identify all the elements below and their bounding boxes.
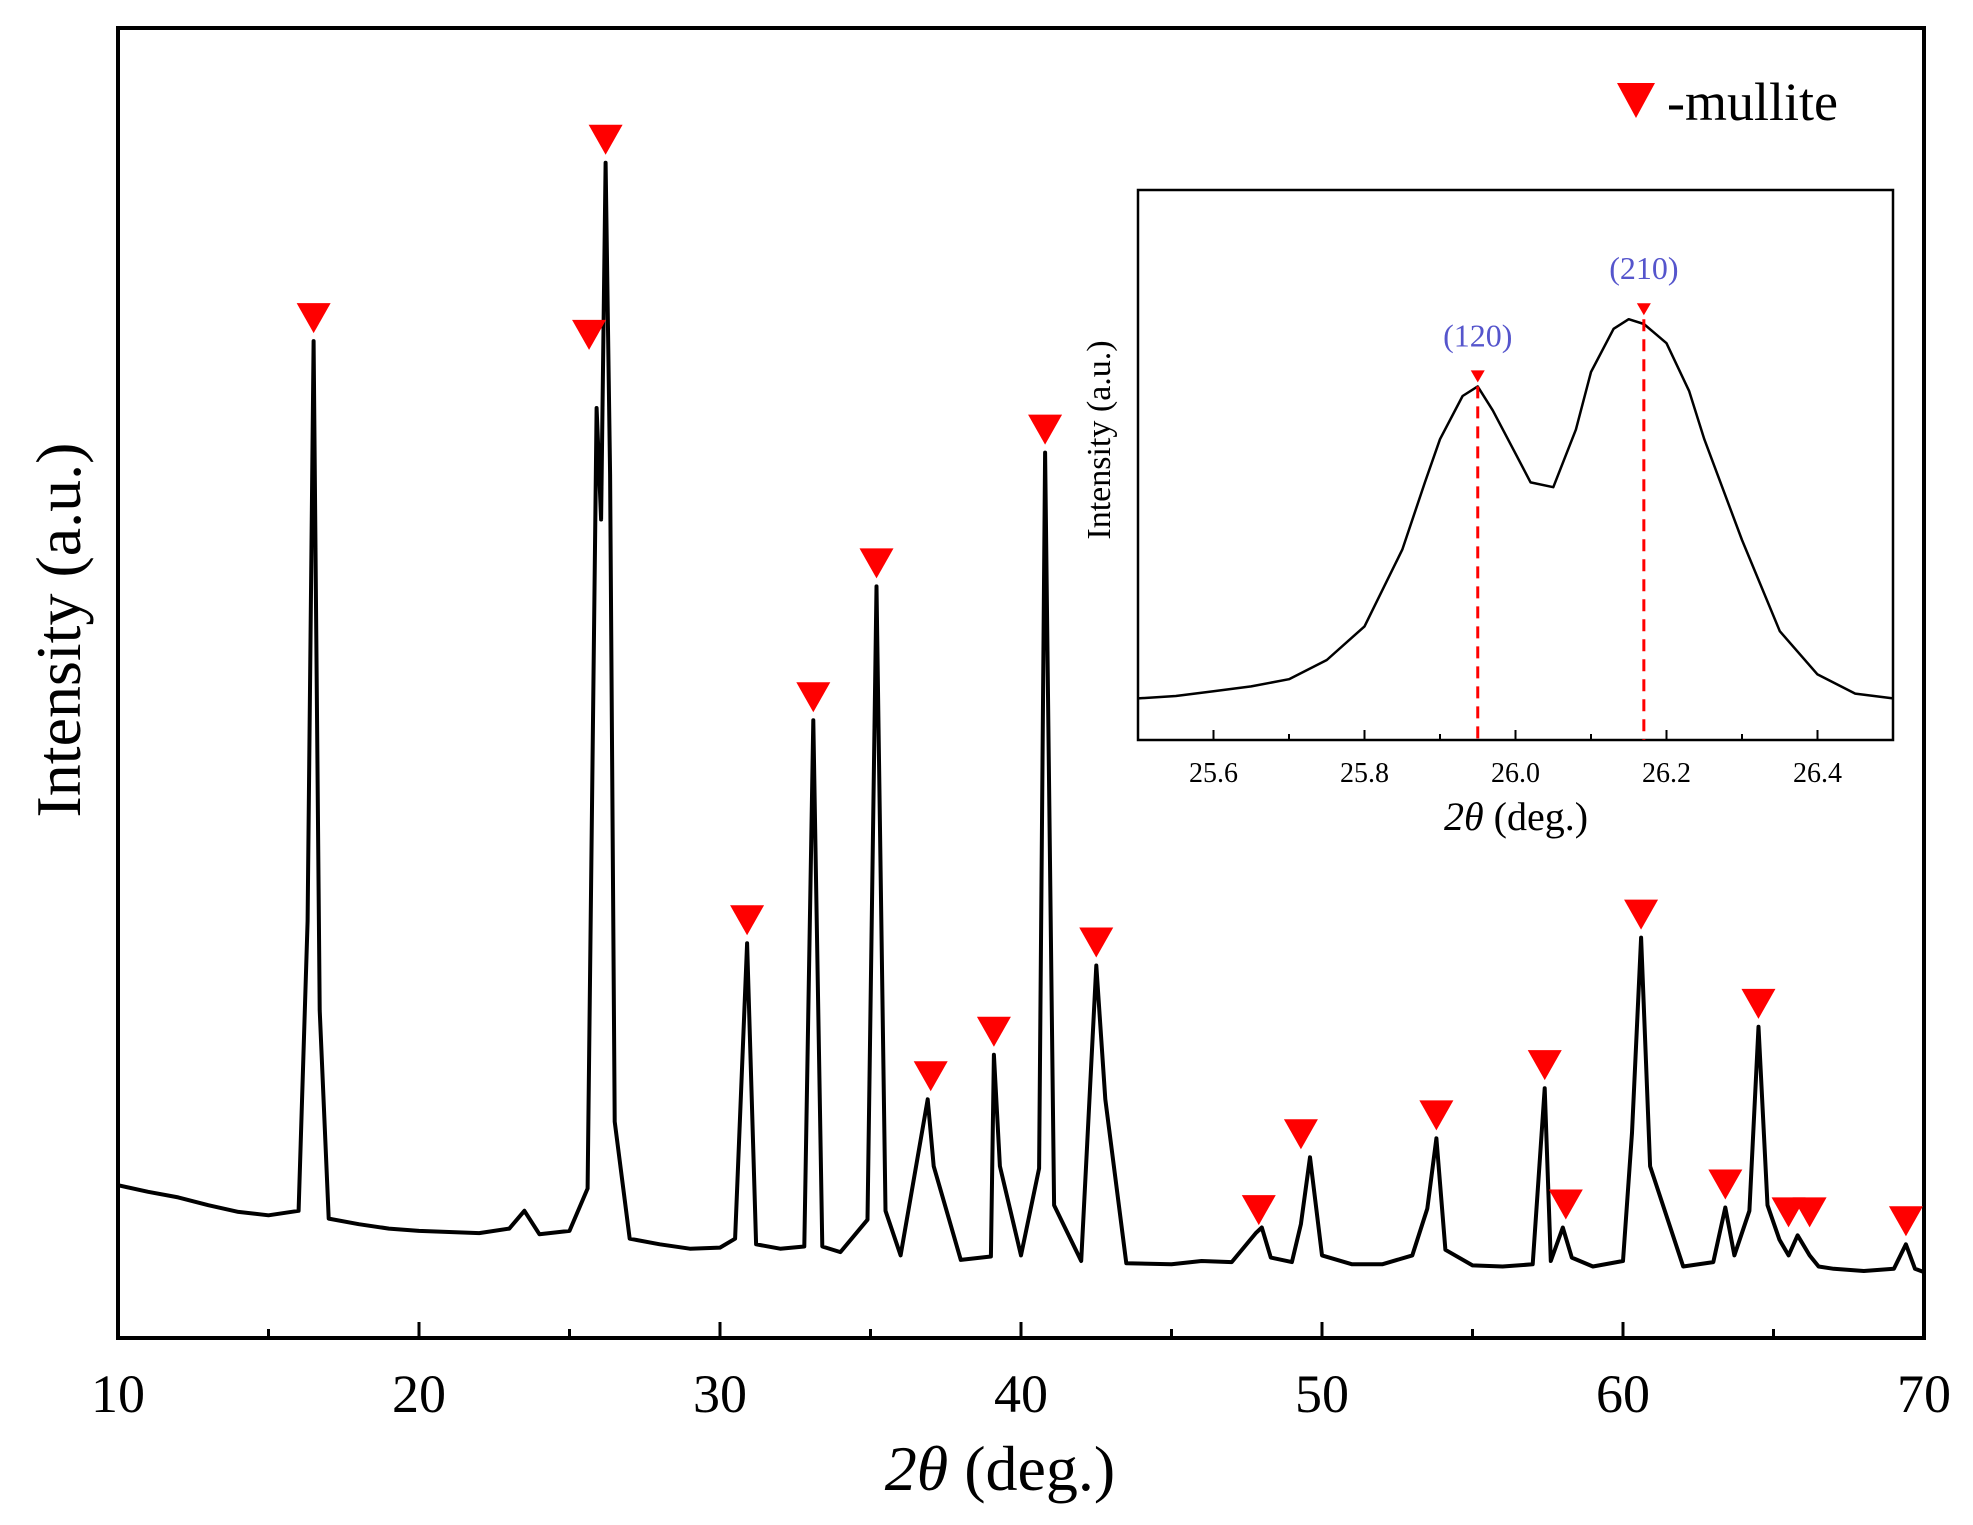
mullite-peak-marker: [1708, 1169, 1743, 1200]
inset-x-tick-label: 26.4: [1793, 758, 1842, 789]
main-x-tick-label: 70: [1897, 1364, 1951, 1424]
inset-x-tick-label: 25.8: [1340, 758, 1389, 789]
mullite-peak-marker: [796, 682, 831, 713]
mullite-peak-marker: [1888, 1206, 1923, 1237]
legend-label: -mullite: [1667, 72, 1838, 132]
main-peak-markers: [296, 124, 1923, 1237]
mullite-peak-marker: [859, 548, 894, 579]
main-x-axis-title: 2θ (deg.): [885, 1433, 1115, 1504]
mullite-peak-marker: [1283, 1119, 1318, 1150]
mullite-peak-marker: [572, 319, 607, 350]
inset-peak-annotations: (120) (210): [1443, 250, 1679, 740]
mullite-peak-marker: [1028, 414, 1063, 445]
main-x-tick-label: 20: [392, 1364, 446, 1424]
inset-y-axis-title: Intensity (a.u.): [1081, 340, 1118, 539]
inset-x-axis-unit: (deg.): [1484, 794, 1588, 839]
inset-background: [1138, 190, 1893, 740]
mullite-peak-marker: [588, 124, 623, 155]
main-x-axis-math: 2θ: [885, 1433, 948, 1504]
main-series-line: [117, 160, 1925, 1274]
inset-peak-marker: [1470, 370, 1485, 383]
main-x-tick-labels: 10 20 30 40 50 60 70: [91, 1364, 1951, 1424]
inset-x-tick-label: 26.2: [1642, 758, 1691, 789]
mullite-peak-marker: [730, 905, 765, 936]
mullite-peak-marker: [1548, 1189, 1583, 1220]
mullite-peak-marker: [1624, 899, 1659, 930]
inset-x-axis-title: 2θ (deg.): [1444, 794, 1588, 839]
inset-peak-label: (120): [1443, 317, 1512, 353]
main-x-tick-label: 40: [994, 1364, 1048, 1424]
mullite-peak-marker: [1079, 927, 1114, 958]
main-x-tick-label: 60: [1596, 1364, 1650, 1424]
inset-peak-marker: [1636, 303, 1651, 316]
mullite-peak-marker: [1792, 1197, 1827, 1228]
mullite-peak-marker: [1741, 988, 1776, 1019]
main-x-ticks: [116, 1322, 1926, 1338]
legend: -mullite: [1617, 72, 1838, 132]
inset-x-axis-math: 2θ: [1444, 794, 1484, 839]
mullite-peak-marker: [296, 303, 331, 334]
mullite-peak-marker: [913, 1061, 948, 1092]
mullite-peak-marker: [1527, 1050, 1562, 1081]
inset-peak-label: (210): [1609, 250, 1678, 286]
main-x-tick-label: 10: [91, 1364, 145, 1424]
main-x-tick-label: 30: [693, 1364, 747, 1424]
legend-marker-icon: [1617, 83, 1655, 118]
inset-x-ticks: [1137, 730, 1894, 740]
main-x-tick-label: 50: [1295, 1364, 1349, 1424]
inset-x-tick-labels: 25.6 25.8 26.0 26.2 26.4: [1189, 758, 1842, 789]
inset-x-tick-label: 26.0: [1491, 758, 1540, 789]
main-x-axis-unit: (deg.): [948, 1433, 1115, 1504]
inset-x-tick-label: 25.6: [1189, 758, 1238, 789]
mullite-peak-marker: [976, 1016, 1011, 1047]
main-y-axis-title: Intensity (a.u.): [23, 443, 94, 818]
mullite-peak-marker: [1419, 1100, 1454, 1131]
mullite-peak-marker: [1241, 1195, 1276, 1226]
inset-series-line: [1137, 317, 1894, 700]
